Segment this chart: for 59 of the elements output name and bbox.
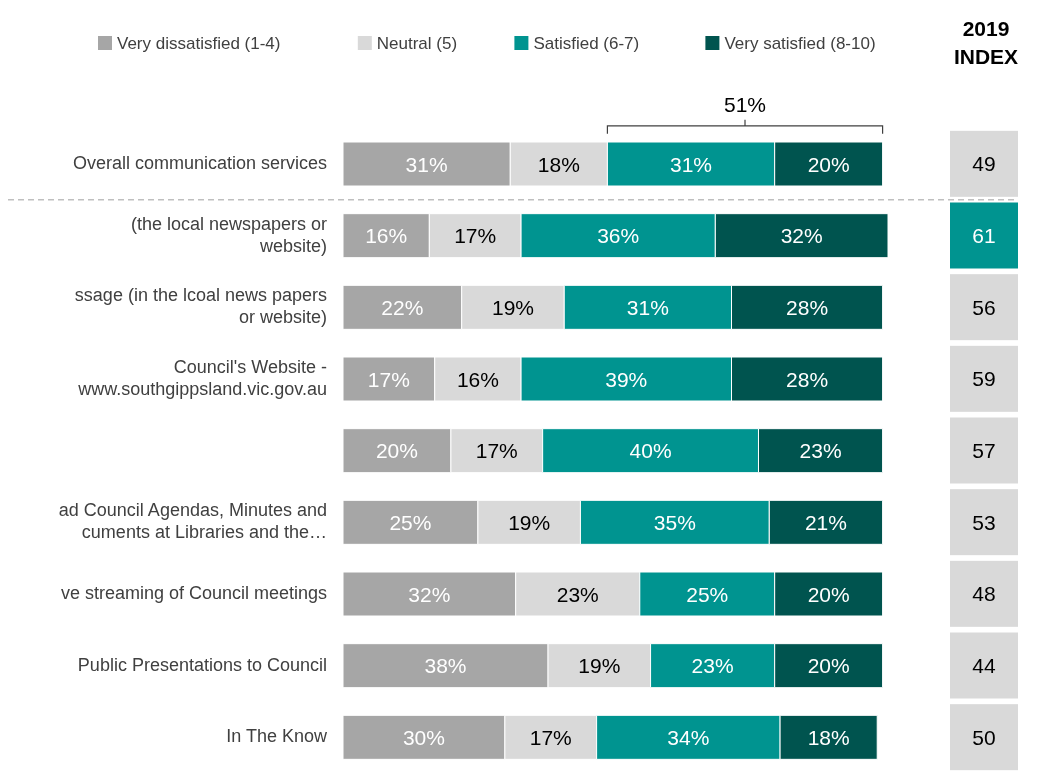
data-label: 16% (456, 367, 499, 391)
data-label: 25% (389, 510, 432, 534)
y-tick-label: ve streaming of Council meetings (60, 582, 327, 603)
data-label: 32% (780, 224, 823, 248)
data-label: 32% (408, 582, 451, 606)
data-label: 21% (804, 510, 847, 534)
text: 51% (723, 92, 767, 116)
data-label: 18% (807, 725, 850, 749)
data-label: 30% (402, 725, 445, 749)
text: 49 (972, 152, 996, 176)
data-label: 38% (424, 654, 467, 678)
y-tick-label: ad Council Agendas, Minutes and cuments at Libraries and the… (58, 499, 327, 542)
data-label: 31% (670, 152, 713, 176)
text: 61 (972, 224, 996, 247)
data-label: 19% (578, 654, 621, 678)
data-label: 18% (537, 152, 580, 176)
data-label: 23% (556, 582, 599, 606)
text: 48 (972, 582, 996, 606)
data-label: 19% (508, 510, 551, 534)
y-tick-label: Council's Website - www.southgippsland.vic.gov.au (77, 356, 327, 399)
data-label: 35% (653, 510, 696, 534)
legend-label: Very satisfied (8-10) (724, 34, 876, 53)
data-label: 36% (597, 224, 640, 248)
text: 2019 INDEX (953, 17, 1019, 68)
data-label: 20% (807, 152, 850, 176)
text: 59 (972, 367, 996, 391)
text: 44 (972, 654, 996, 677)
data-label: 16% (365, 224, 408, 248)
text: 53 (972, 510, 996, 534)
data-label: 17% (529, 725, 572, 749)
data-label: 17% (475, 439, 518, 463)
data-label: 31% (626, 295, 669, 319)
data-label: 28% (786, 367, 829, 391)
y-tick-label: Public Presentations to Council (77, 654, 327, 675)
data-label: 19% (491, 295, 534, 319)
data-label: 40% (629, 439, 672, 463)
data-label: 34% (667, 725, 710, 749)
text: 56 (972, 295, 996, 319)
data-label: 23% (799, 439, 842, 463)
text: 57 (972, 439, 996, 462)
data-label: 28% (786, 295, 829, 319)
text: 50 (972, 725, 996, 749)
data-label: 31% (405, 152, 448, 176)
y-tick-label: (the local newspapers or website) (130, 213, 327, 256)
data-label: 25% (686, 582, 729, 606)
legend-label: Satisfied (6-7) (533, 34, 640, 53)
data-label: 23% (691, 654, 734, 678)
legend-label: Very dissatisfied (1-4) (117, 34, 281, 53)
data-label: 39% (605, 367, 648, 391)
data-label: 17% (454, 224, 497, 248)
legend-label: Neutral (5) (376, 34, 458, 53)
y-tick-label: Overall communication services (72, 152, 327, 173)
data-label: 20% (807, 582, 850, 606)
data-label: 22% (381, 295, 424, 319)
y-tick-label: In The Know (226, 725, 328, 746)
data-label: 20% (807, 654, 850, 678)
data-label: 17% (367, 367, 410, 391)
data-label: 20% (375, 439, 418, 463)
y-tick-label: ssage (in the lcoal news papers or website) (74, 284, 327, 327)
